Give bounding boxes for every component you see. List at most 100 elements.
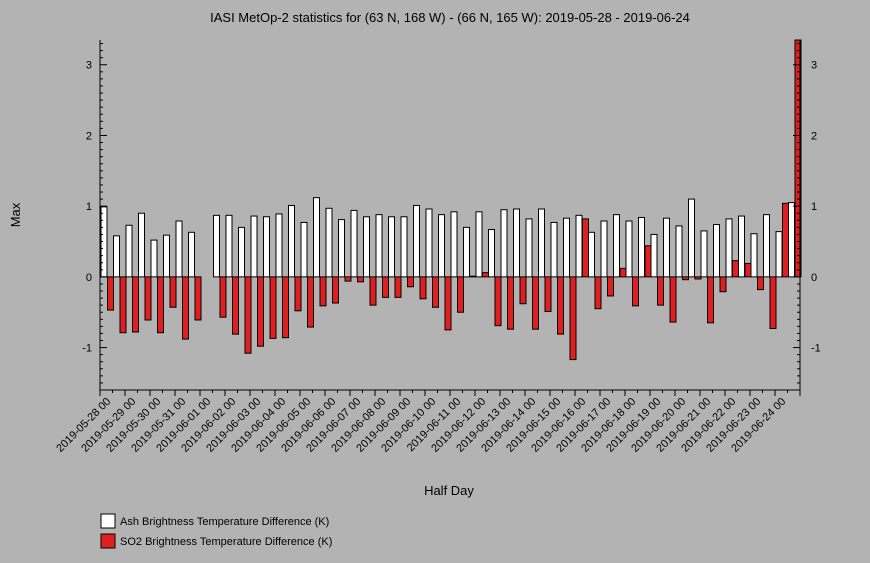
legend-label-so2: SO2 Brightness Temperature Difference (K… [120, 536, 332, 548]
so2-bar [369, 276, 377, 306]
so2-bar [257, 276, 264, 347]
so2-bar [669, 276, 677, 323]
so2-bar [532, 276, 539, 330]
so2-bar [469, 275, 477, 278]
y-tick-label-left: 1 [86, 201, 92, 213]
ash-bar [375, 214, 383, 278]
ash-bar [438, 214, 445, 278]
so2-bar [482, 272, 489, 278]
ash-bar [625, 220, 633, 278]
so2-bar [432, 276, 439, 308]
so2-bar [732, 260, 739, 278]
ash-bar [388, 216, 395, 278]
legend-swatch-so2 [100, 533, 116, 549]
so2-bar [144, 276, 152, 321]
so2-bar [182, 276, 189, 340]
chart-title: IASI MetOp-2 statistics for (63 N, 168 W… [210, 10, 690, 25]
legend: Ash Brightness Temperature Difference (K… [100, 513, 332, 549]
so2-bar [544, 276, 552, 313]
ash-bar [788, 202, 795, 278]
so2-bar [444, 276, 452, 331]
ash-bar [525, 218, 533, 278]
ash-bar [425, 208, 433, 278]
ash-bar [288, 204, 295, 278]
ash-bar [350, 209, 358, 278]
ash-bar [550, 221, 558, 278]
so2-bar [244, 276, 252, 354]
ash-bar [125, 224, 133, 278]
ash-bar [250, 215, 258, 278]
ash-bar [563, 217, 570, 278]
ash-bar [313, 197, 320, 278]
ash-bar [750, 233, 758, 278]
so2-bar [619, 267, 627, 278]
y-tick-label-left: 2 [86, 130, 92, 142]
so2-bar [582, 218, 589, 278]
y-tick-label-right: -1 [811, 343, 821, 355]
legend-swatch-ash [100, 513, 116, 529]
ash-bar [763, 214, 770, 278]
ash-bar [713, 224, 720, 278]
y-tick-label-right: 2 [811, 130, 817, 142]
so2-bar [282, 276, 289, 339]
so2-bar [719, 276, 727, 293]
so2-bar [769, 276, 777, 329]
ash-bar [113, 235, 120, 278]
so2-bar [382, 276, 389, 298]
so2-bar [419, 276, 427, 300]
y-axis-label: Max [8, 202, 23, 227]
y-tick-label-right: 1 [811, 201, 817, 213]
so2-bar [694, 276, 702, 280]
ash-bar [575, 214, 583, 278]
so2-bar [107, 276, 114, 311]
ash-bar [400, 216, 408, 278]
so2-bar [782, 202, 789, 278]
so2-bar [194, 276, 202, 321]
ash-bar [700, 230, 708, 278]
so2-bar [569, 276, 577, 361]
so2-bar [307, 276, 314, 328]
ash-bar [150, 239, 158, 278]
so2-bar [557, 276, 564, 335]
ash-bar [775, 231, 783, 278]
so2-bar [344, 276, 352, 282]
ash-bar [263, 216, 270, 278]
ash-bar [650, 233, 658, 278]
ash-bar [500, 209, 508, 278]
so2-bar [232, 276, 239, 335]
ash-bar [538, 208, 545, 278]
ash-bar [188, 231, 195, 278]
ash-bar [513, 208, 520, 278]
ash-bar [663, 217, 670, 278]
ash-bar [600, 220, 608, 278]
so2-bar [507, 276, 514, 330]
ash-bar [338, 219, 345, 278]
y-tick-label-right: 3 [811, 60, 817, 72]
so2-bar [607, 276, 614, 297]
legend-label-ash: Ash Brightness Temperature Difference (K… [120, 516, 329, 528]
ash-bar [225, 214, 233, 278]
so2-bar [332, 276, 339, 304]
so2-bar [632, 276, 639, 307]
so2-bar [744, 262, 752, 278]
ash-bar [488, 228, 495, 278]
y-tick-label-left: 0 [86, 272, 92, 284]
ash-bar [238, 226, 245, 278]
so2-bar [157, 276, 164, 334]
y-tick-label-left: -1 [82, 343, 92, 355]
so2-bar [294, 276, 302, 312]
ash-bar [363, 216, 370, 278]
so2-bar [707, 276, 714, 324]
ash-bar [413, 204, 420, 278]
ash-bar [613, 214, 620, 278]
so2-bar [357, 276, 364, 283]
so2-bar [219, 276, 227, 318]
ash-bar [138, 212, 145, 278]
so2-bar [757, 276, 764, 291]
so2-bar [519, 276, 527, 305]
ash-bar [175, 220, 183, 278]
y-tick-label-right: 0 [811, 272, 817, 284]
